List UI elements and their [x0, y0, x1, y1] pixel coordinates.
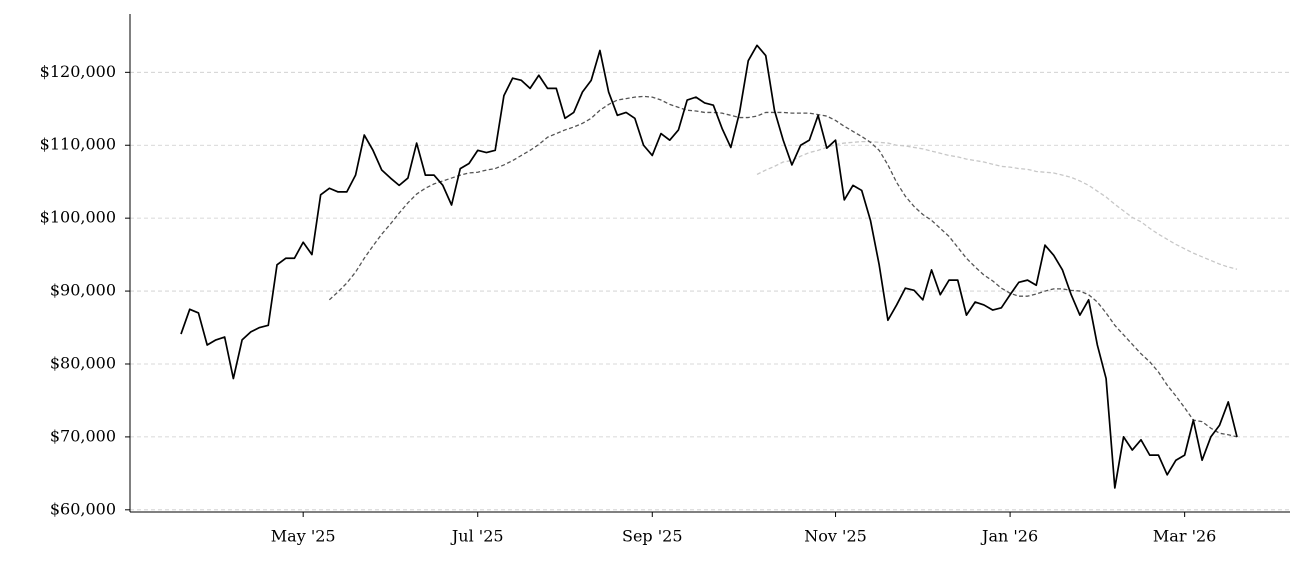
y-tick-label: $120,000	[40, 62, 116, 81]
y-tick-label: $100,000	[40, 208, 116, 227]
y-tick-label: $70,000	[50, 426, 116, 445]
x-tick-label: Jan '26	[980, 527, 1038, 546]
x-tick-label: Nov '25	[804, 527, 867, 546]
y-tick-label: $80,000	[50, 353, 116, 372]
series-line	[180, 44, 1238, 489]
y-tick-label: $60,000	[50, 499, 116, 518]
x-tick-label: Sep '25	[622, 527, 683, 546]
series-line	[756, 140, 1238, 270]
x-tick-label: May '25	[271, 527, 336, 546]
x-tick-label: Mar '26	[1153, 527, 1216, 546]
series-line	[328, 95, 1238, 438]
y-tick-label: $110,000	[40, 135, 116, 154]
x-tick-label: Jul '25	[450, 527, 504, 546]
y-tick-label: $90,000	[50, 281, 116, 300]
